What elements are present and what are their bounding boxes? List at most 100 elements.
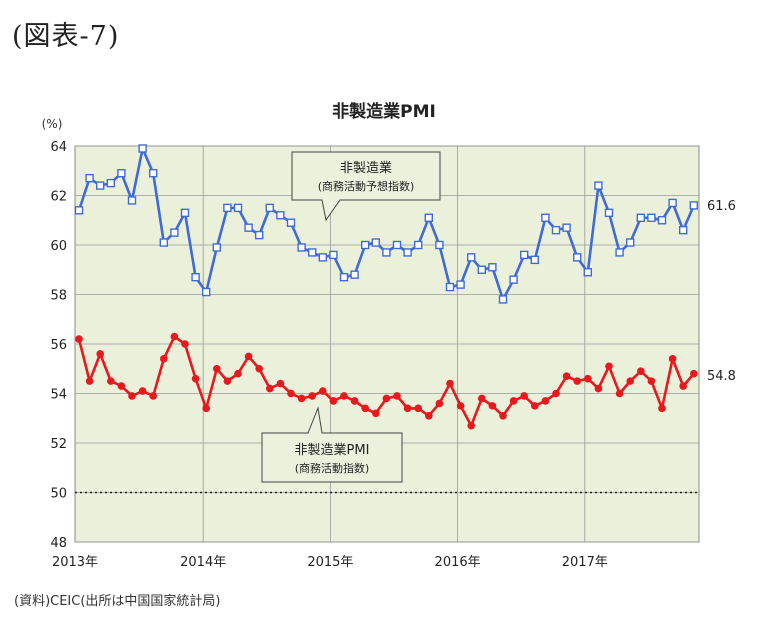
data-point-expect xyxy=(488,263,497,272)
data-point-pmi xyxy=(329,397,338,405)
data-point-pmi xyxy=(499,411,507,420)
data-point-expect xyxy=(615,248,624,257)
data-point-pmi xyxy=(658,404,666,413)
data-point-pmi xyxy=(149,392,157,400)
data-point-pmi xyxy=(138,387,147,395)
data-point-pmi xyxy=(85,377,94,385)
data-point-pmi xyxy=(107,377,115,385)
chart-title: 非製造業PMI xyxy=(332,101,436,122)
data-point-expect xyxy=(201,287,211,297)
data-point-expect xyxy=(95,181,105,190)
data-point-pmi xyxy=(287,389,295,398)
data-point-expect xyxy=(498,295,508,304)
data-point-expect xyxy=(350,270,359,279)
data-point-expect xyxy=(148,169,158,178)
x-tick-label: 2016年 xyxy=(435,555,481,570)
y-tick-label: 52 xyxy=(50,437,67,452)
data-point-pmi xyxy=(690,369,698,378)
data-point-expect xyxy=(573,253,582,262)
data-point-expect xyxy=(254,230,264,240)
data-point-pmi xyxy=(319,387,327,395)
data-point-expect xyxy=(403,248,412,257)
data-point-expect xyxy=(85,173,94,183)
data-point-expect xyxy=(520,250,529,260)
data-point-pmi xyxy=(128,392,136,400)
data-point-expect xyxy=(127,196,137,205)
data-point-pmi xyxy=(361,404,370,413)
data-point-expect xyxy=(191,272,200,282)
data-point-expect xyxy=(551,225,561,235)
callout-pmi-box xyxy=(261,406,403,483)
series-pmi xyxy=(75,332,698,430)
data-point-expect xyxy=(414,240,423,250)
data-point-pmi xyxy=(520,392,528,400)
data-point-expect xyxy=(435,240,444,250)
data-point-pmi xyxy=(456,402,465,410)
data-point-pmi xyxy=(647,377,656,385)
x-tick-label: 2015年 xyxy=(307,555,353,570)
data-point-expect xyxy=(159,238,169,247)
data-point-pmi xyxy=(573,377,581,385)
data-point-pmi xyxy=(615,389,624,398)
callout-expect: 非製造業 (商務活動予想指数) xyxy=(291,151,441,222)
data-point-expect xyxy=(318,253,327,262)
figure-label: (図表-7) xyxy=(12,21,120,52)
data-point-expect xyxy=(530,255,539,265)
data-point-pmi xyxy=(308,392,317,400)
y-tick-label: 48 xyxy=(50,536,67,551)
data-point-pmi xyxy=(234,369,242,378)
data-point-pmi xyxy=(605,362,613,371)
y-tick-label: 64 xyxy=(50,140,67,155)
data-point-pmi xyxy=(160,355,168,363)
data-point-expect xyxy=(382,248,391,257)
end-label-pmi: 54.8 xyxy=(707,369,736,384)
data-point-expect xyxy=(371,238,380,247)
data-point-expect xyxy=(276,211,285,220)
data-point-pmi xyxy=(350,397,359,405)
data-point-pmi xyxy=(266,384,274,393)
x-tick-label: 2014年 xyxy=(180,555,226,570)
callout-expect-line2: (商務活動予想指数) xyxy=(318,179,415,193)
data-point-expect xyxy=(170,228,179,237)
data-point-pmi xyxy=(562,372,571,380)
y-tick-label: 50 xyxy=(50,487,67,502)
data-point-pmi xyxy=(223,377,232,385)
data-point-pmi xyxy=(626,377,634,385)
data-point-pmi xyxy=(213,364,221,373)
data-point-expect xyxy=(679,225,688,235)
data-point-pmi xyxy=(446,379,454,388)
data-point-expect xyxy=(562,223,571,232)
x-tick-label: 2017年 xyxy=(562,555,608,570)
data-point-pmi xyxy=(191,374,200,383)
data-point-pmi xyxy=(425,411,433,420)
data-point-pmi xyxy=(414,404,423,413)
data-point-expect xyxy=(541,213,550,222)
x-tick-label: 2013年 xyxy=(52,555,98,570)
data-point-pmi xyxy=(679,382,687,390)
data-point-expect xyxy=(509,275,518,284)
callout-pmi-line2: (商務活動指数) xyxy=(295,461,370,475)
data-point-expect xyxy=(329,250,338,260)
data-point-expect xyxy=(689,201,698,210)
data-point-expect xyxy=(244,223,253,232)
data-point-expect xyxy=(636,213,645,222)
series-expect xyxy=(74,144,698,304)
data-point-pmi xyxy=(372,409,380,418)
data-point-expect xyxy=(424,213,433,222)
data-point-pmi xyxy=(435,399,444,408)
data-point-expect xyxy=(223,203,232,213)
data-point-expect xyxy=(339,272,349,282)
end-label-expect: 61.6 xyxy=(707,199,736,214)
callout-pmi-line1: 非製造業PMI xyxy=(295,442,370,458)
data-point-expect xyxy=(286,218,296,227)
data-point-pmi xyxy=(255,364,263,373)
data-point-pmi xyxy=(96,350,104,358)
data-point-pmi xyxy=(668,355,677,363)
y-axis-unit: (%) xyxy=(42,117,63,131)
data-point-pmi xyxy=(202,404,210,413)
data-point-expect xyxy=(467,253,476,262)
data-point-pmi xyxy=(117,382,126,390)
data-point-pmi xyxy=(467,421,476,430)
y-tick-label: 58 xyxy=(50,289,67,304)
callout-expect-box xyxy=(291,151,441,222)
